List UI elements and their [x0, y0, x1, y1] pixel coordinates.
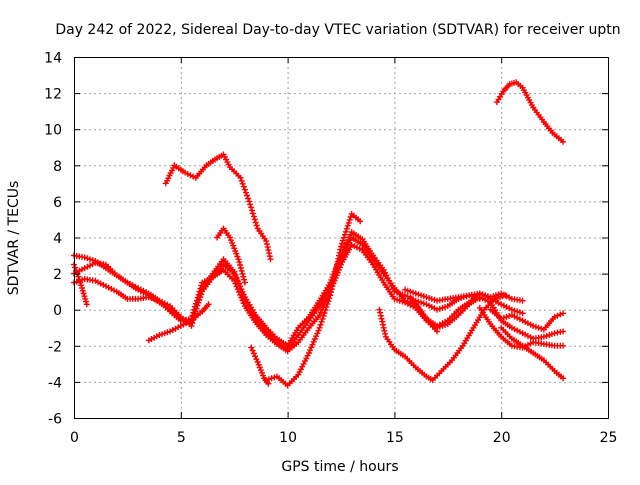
y-tick-label: 4	[53, 231, 62, 247]
y-tick-label: 8	[53, 159, 62, 175]
y-tick-label: 6	[53, 195, 62, 211]
series-arc-6	[145, 301, 212, 344]
x-tick-label: 20	[493, 430, 511, 446]
y-tick-label: -6	[48, 412, 62, 428]
series-markers	[145, 301, 212, 344]
series-markers	[493, 79, 567, 145]
y-tick-label: 12	[44, 87, 62, 103]
series-arc-12	[408, 295, 441, 335]
series-markers	[248, 344, 272, 387]
y-tick-label: 10	[44, 123, 62, 139]
chart-title: Day 242 of 2022, Sidereal Day-to-day VTE…	[55, 22, 620, 38]
y-tick-label: 2	[53, 267, 62, 283]
y-axis-label: SDTVAR / TECUs	[6, 181, 22, 296]
series-markers	[402, 286, 526, 317]
series-markers	[408, 295, 441, 335]
series-markers	[498, 324, 567, 382]
y-tick-label: -4	[48, 375, 62, 391]
axis-ticks: 0 5 10 15 20 25 -6 -4 -2 0 2 4 6 8 10 12 14	[44, 51, 617, 447]
series-markers	[214, 225, 248, 286]
x-axis-label: GPS time / hours	[281, 459, 398, 475]
y-tick-label: -2	[48, 339, 62, 355]
series-arc-9	[263, 211, 364, 389]
series-markers	[263, 211, 364, 389]
x-tick-label: 0	[70, 430, 79, 446]
series-arc-16	[493, 79, 567, 145]
y-tick-label: 14	[44, 51, 62, 67]
x-tick-label: 15	[386, 430, 404, 446]
series-arc-7	[214, 225, 248, 286]
series-markers	[162, 151, 274, 263]
x-tick-label: 25	[600, 430, 618, 446]
series-arc-14	[487, 306, 567, 333]
series-arc-5	[162, 151, 274, 263]
x-tick-label: 5	[177, 430, 186, 446]
series-markers	[376, 292, 509, 384]
y-tick-label: 0	[53, 303, 62, 319]
series-markers	[487, 306, 567, 333]
series-arc-11	[402, 286, 526, 317]
x-tick-label: 10	[279, 430, 297, 446]
series-arc-15	[498, 324, 567, 382]
